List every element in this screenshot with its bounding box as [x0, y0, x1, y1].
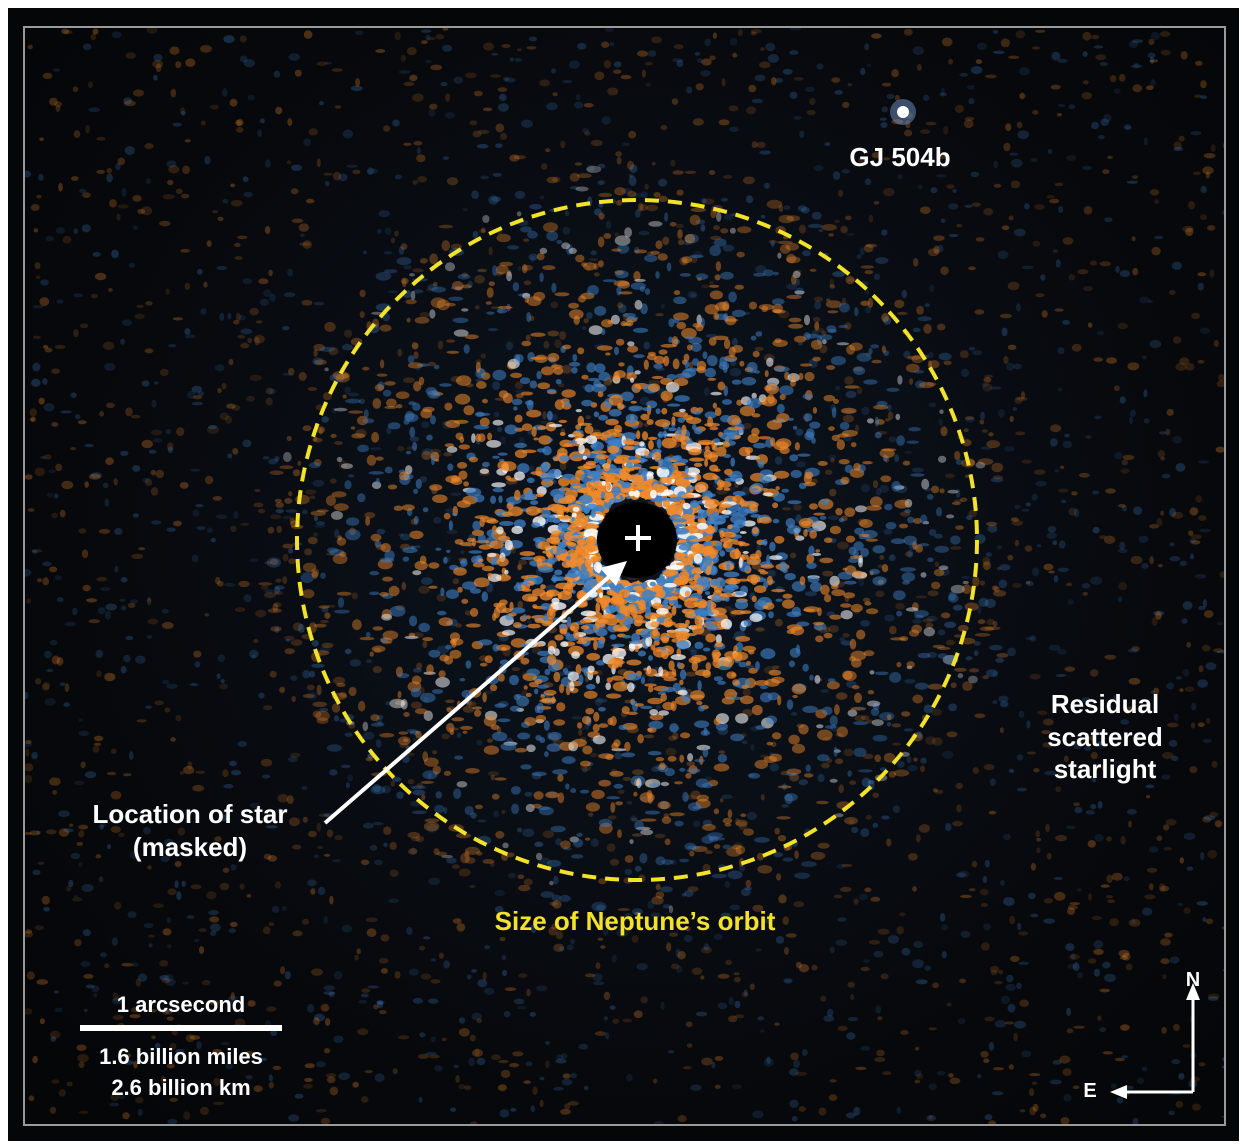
planet-point — [897, 106, 909, 118]
residual-line-3: starlight — [1053, 754, 1157, 784]
planet-label: GJ 504b — [849, 142, 951, 172]
star-pointer-arrow — [323, 561, 627, 825]
speckle-layer — [25, 28, 1224, 1124]
star-label-line-2: (masked) — [132, 831, 248, 862]
star-location-label: Location of star (masked) — [75, 798, 305, 863]
image-frame: GJ 504b Residual scattered starlight Loc… — [8, 8, 1239, 1141]
coronagraph-image: GJ 504b Residual scattered starlight Loc… — [23, 26, 1226, 1126]
residual-starlight-label: Residual scattered starlight — [1015, 688, 1195, 786]
compass-north-label: N — [1185, 969, 1201, 991]
scale-bar-miles: 1.6 billion miles — [99, 1044, 263, 1069]
compass-arrows-icon — [1110, 983, 1200, 1099]
compass-east-label: E — [1083, 1080, 1097, 1102]
residual-line-1: Residual — [1050, 689, 1160, 719]
scale-bar-title: 1 arcsecond — [116, 992, 246, 1017]
neptune-orbit-label: Size of Neptune’s orbit — [494, 906, 776, 936]
scale-bar-km: 2.6 billion km — [111, 1075, 251, 1100]
star-crosshair-icon — [625, 525, 651, 551]
scale-bar — [80, 1025, 282, 1031]
residual-line-2: scattered — [1047, 721, 1163, 752]
speckle-field — [25, 28, 1224, 1124]
neptune-orbit-circle — [295, 198, 979, 882]
star-label-line-1: Location of star — [92, 799, 288, 829]
